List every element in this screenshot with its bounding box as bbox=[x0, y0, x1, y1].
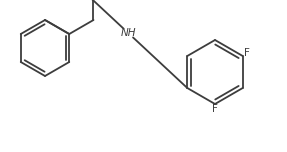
Text: F: F bbox=[244, 48, 250, 59]
Text: F: F bbox=[212, 104, 218, 114]
Text: NH: NH bbox=[121, 28, 136, 38]
